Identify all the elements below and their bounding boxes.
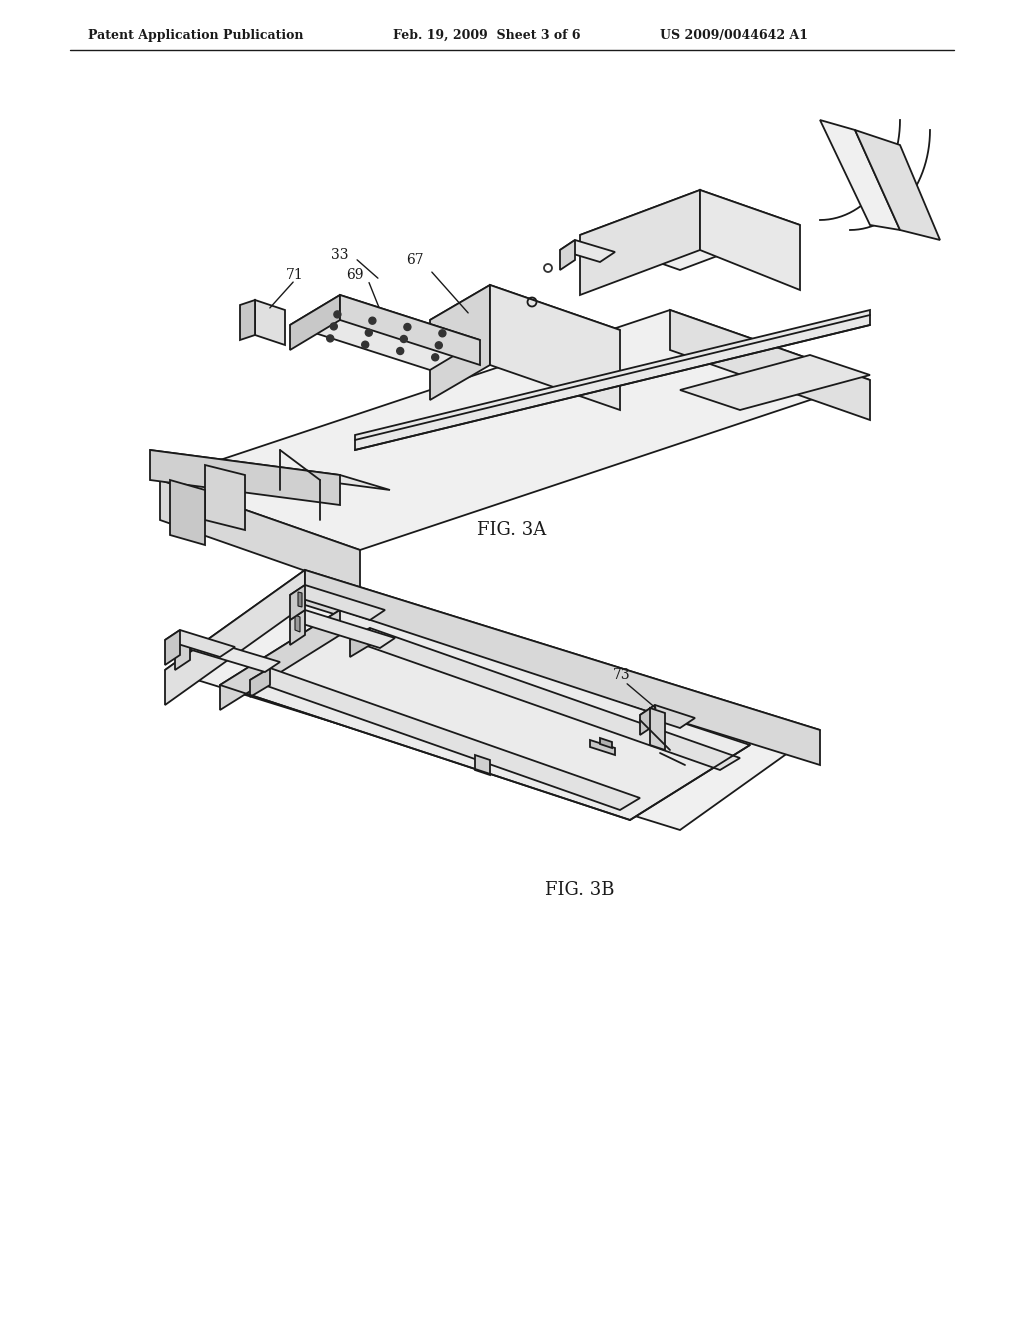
Circle shape [366,329,373,337]
Text: FIG. 3B: FIG. 3B [545,880,614,899]
Polygon shape [220,610,750,820]
Polygon shape [580,190,700,294]
Polygon shape [350,628,740,770]
Polygon shape [350,628,370,657]
Polygon shape [165,570,305,705]
Text: 69: 69 [346,268,364,282]
Polygon shape [165,630,234,657]
Polygon shape [355,310,870,450]
Polygon shape [580,190,800,271]
Circle shape [439,330,445,337]
Polygon shape [170,480,205,545]
Circle shape [369,317,376,325]
Polygon shape [165,570,820,830]
Text: Feb. 19, 2009  Sheet 3 of 6: Feb. 19, 2009 Sheet 3 of 6 [393,29,581,41]
Circle shape [331,323,337,330]
Circle shape [435,342,442,348]
Polygon shape [640,705,695,729]
Polygon shape [855,129,940,240]
Polygon shape [250,668,640,810]
Circle shape [432,354,438,360]
Circle shape [400,335,408,342]
Polygon shape [340,294,480,366]
Polygon shape [175,635,190,671]
Polygon shape [290,585,305,620]
Polygon shape [290,585,385,620]
Polygon shape [160,480,360,590]
Polygon shape [560,240,575,271]
Polygon shape [680,355,870,411]
Polygon shape [290,294,340,350]
Text: 67: 67 [407,253,424,267]
Text: 33: 33 [331,248,349,261]
Polygon shape [298,591,302,607]
Polygon shape [305,570,820,766]
Polygon shape [590,741,615,755]
Polygon shape [165,630,180,665]
Text: Patent Application Publication: Patent Application Publication [88,29,303,41]
Text: US 2009/0044642 A1: US 2009/0044642 A1 [660,29,808,41]
Text: 71: 71 [286,268,304,282]
Polygon shape [490,285,620,411]
Polygon shape [290,610,305,645]
Polygon shape [475,755,490,775]
Polygon shape [205,465,245,531]
Polygon shape [640,705,655,735]
Circle shape [361,341,369,348]
Polygon shape [150,450,390,490]
Circle shape [334,312,341,318]
Text: 73: 73 [613,668,631,682]
Polygon shape [150,450,340,506]
Polygon shape [820,120,900,230]
Circle shape [403,323,411,330]
Polygon shape [295,615,300,632]
Polygon shape [220,610,340,710]
Polygon shape [175,635,280,672]
Polygon shape [670,310,870,420]
Polygon shape [700,190,800,290]
Polygon shape [650,708,665,750]
Polygon shape [600,738,612,748]
Polygon shape [430,285,490,400]
Polygon shape [560,240,615,261]
Circle shape [327,335,334,342]
Polygon shape [250,668,270,697]
Circle shape [396,347,403,355]
Polygon shape [255,300,285,345]
Polygon shape [240,300,255,341]
Polygon shape [290,294,480,370]
Polygon shape [290,610,395,648]
Polygon shape [160,310,870,550]
Text: FIG. 3A: FIG. 3A [477,521,547,539]
Polygon shape [430,285,620,366]
